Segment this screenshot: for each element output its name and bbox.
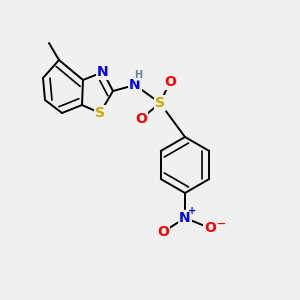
Text: H: H <box>134 70 142 80</box>
Text: O: O <box>204 221 216 235</box>
Text: S: S <box>95 106 105 120</box>
Text: O: O <box>164 75 176 89</box>
Text: N: N <box>179 211 191 225</box>
Text: −: − <box>217 219 227 229</box>
Text: S: S <box>155 96 165 110</box>
Text: +: + <box>188 206 196 216</box>
Text: O: O <box>135 112 147 126</box>
Text: O: O <box>157 225 169 239</box>
Text: N: N <box>129 78 141 92</box>
Text: N: N <box>97 65 109 79</box>
